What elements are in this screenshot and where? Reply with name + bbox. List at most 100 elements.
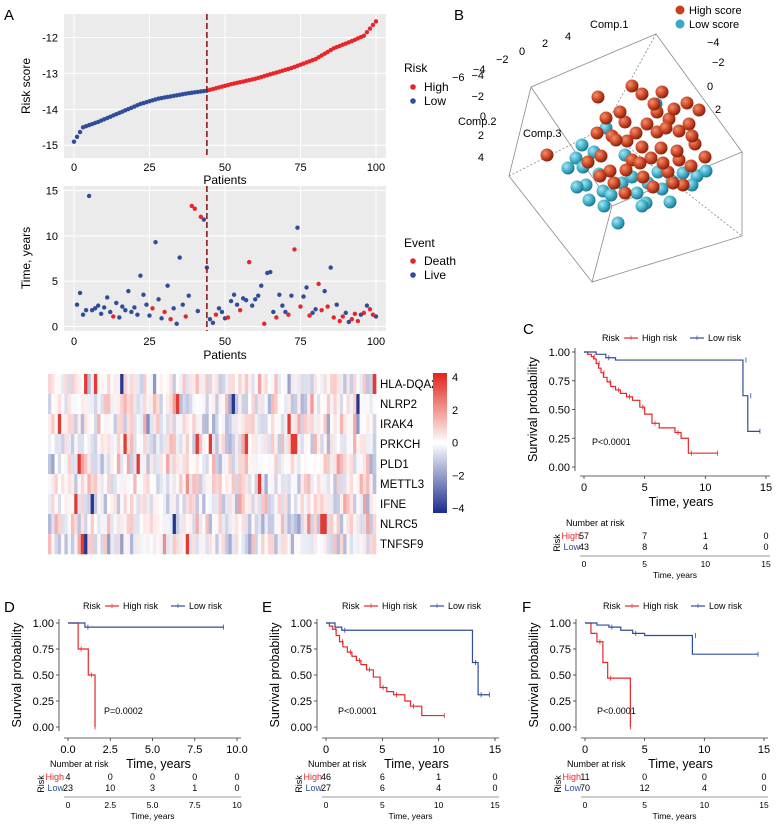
heatmap-cell [261,534,265,555]
heatmap-cell [297,414,301,435]
heatmap-cell [100,534,105,555]
heatmap-cell [333,434,337,455]
heatmap-cell [172,414,177,435]
pca-high-point [613,105,627,119]
heatmap-cell [87,374,91,395]
heatmap-cell [349,454,354,475]
heatmap-cell [323,414,328,435]
pca-right-tick: −4 [707,37,720,49]
heatmap-cell [54,474,59,495]
heatmap-cell [93,374,98,395]
heatmap-cell [189,374,193,395]
heatmap-cell [136,394,141,415]
heatmap-cell [343,474,347,495]
heatmap-cell [225,394,229,415]
heatmap-cell [212,454,216,475]
heatmap-cell [100,454,105,475]
risk-table-high-count: 0 [761,772,766,782]
heatmap-cell [90,534,95,555]
km-y-tick-label: 0.25 [550,696,571,708]
risk-point [71,139,77,144]
heatmap-cell [254,434,259,455]
heatmap-cell [143,434,147,455]
heatmap-cell [326,414,331,435]
heatmap-cell [261,514,265,535]
heatmap-cell [300,454,305,475]
heatmap-cell [192,374,196,395]
heatmap-cell [139,514,144,535]
heatmap-cell [64,534,69,555]
heatmap-cell [280,434,285,455]
heatmap-cell [195,514,200,535]
heatmap-cell [238,534,242,555]
death-point [298,304,303,309]
event-legend-death: Death [424,254,456,268]
pca-low-point [597,199,611,213]
heatmap-cell [248,374,252,395]
heatmap-cell [254,374,259,395]
heatmap-cell [169,454,173,475]
heatmap-cell [307,474,311,495]
km-y-tick-label: 0.00 [549,462,570,474]
heatmap-cell [166,394,170,415]
heatmap-cell [366,394,370,415]
heatmap-cell [61,434,65,455]
heatmap-cell [74,414,78,435]
heatmap-cell [136,374,141,395]
heatmap-cell [162,374,167,395]
heatmap-cell [130,394,134,415]
heatmap-cell [280,534,285,555]
pca-high-point [620,134,634,148]
heatmap-cell [326,514,331,535]
heatmap-cell [182,394,187,415]
heatmap-cell [362,374,367,395]
heatmap-cell [202,434,206,455]
heatmap-cell [185,434,190,455]
heatmap-cell [126,374,131,395]
live-point [249,303,255,308]
heatmap-cell [100,514,105,535]
heatmap-cell [130,474,134,495]
heatmap-cell [185,414,190,435]
heatmap-cell [264,394,269,415]
heatmap-cell [297,394,301,415]
heatmap-cell [156,434,160,455]
live-point [268,269,273,275]
heatmap-row-label: PLD1 [380,459,409,471]
live-point [256,293,261,298]
y-tick-label: -15 [42,140,58,152]
heatmap-cell [182,434,187,455]
heatmap-cell [277,494,282,515]
pca-high-point [540,148,554,162]
heatmap-cell [287,494,292,515]
x-tick-label: 100 [367,336,385,348]
heatmap-cell [369,454,374,475]
risk-table-tick: 5 [642,559,647,569]
event-legend-death-dot [410,258,416,264]
heatmap-cell [297,514,301,535]
heatmap-cell [107,494,111,515]
heatmap-cell [274,394,278,415]
heatmap-cell [179,454,183,475]
heatmap-cell [90,434,95,455]
heatmap-cell [284,434,288,455]
death-point [337,318,342,324]
heatmap-cell [146,474,151,495]
risk-table-high-count: 0 [642,772,647,782]
risk-table-side-label: Risk [552,534,562,552]
pca-high-point [685,129,699,143]
heatmap-scale-ticks: 4 2 0 −2 −4 [452,372,465,515]
heatmap-cell [172,374,177,395]
heatmap-cell [234,434,239,455]
heatmap-cell [271,434,275,455]
heatmap-cell [179,414,183,435]
heatmap-cell [274,534,278,555]
heatmap-cell [192,414,196,435]
heatmap-cell [139,434,144,455]
heatmap-cell [277,534,282,555]
death-point [331,315,336,320]
heatmap-cell [353,434,357,455]
heatmap-cell [133,414,137,435]
heatmap-cell [320,514,324,535]
